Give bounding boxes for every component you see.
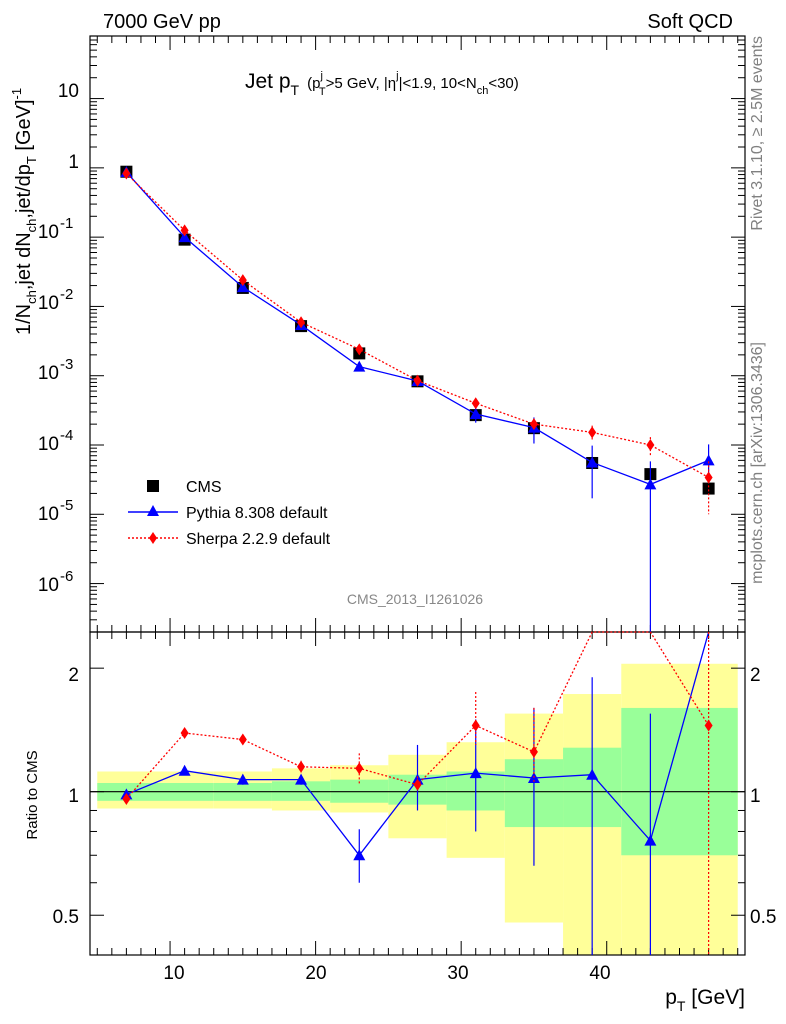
pythia-ratio-point [178, 764, 191, 776]
sherpa-ratio-point [471, 719, 480, 732]
y-tick-label: 10 [38, 434, 59, 455]
pythia-ratio-point [353, 849, 366, 861]
sherpa-point [355, 343, 364, 356]
sherpa-point [297, 316, 306, 329]
pythia-ratio-point [469, 767, 482, 779]
sherpa-point [122, 167, 131, 180]
y-tick-exponent: -1 [60, 215, 73, 232]
sherpa-ratio-point [529, 745, 538, 758]
y-tick-exponent: -4 [60, 427, 73, 444]
ratio-tick-label: 1 [68, 786, 79, 807]
sherpa-ratio-point [704, 719, 713, 732]
legend-cms-label: CMS [186, 479, 222, 496]
y-tick-label: 10 [38, 222, 59, 243]
legend-cms-marker [147, 480, 159, 492]
pythia-ratio-point [644, 834, 657, 846]
ratio-y-axis-label: Ratio to CMS [24, 750, 41, 839]
cms-point [702, 482, 715, 495]
pythia-point [236, 281, 249, 293]
y-tick-label: 10 [58, 81, 79, 102]
mcplots-label: mcplots.cern.ch [arXiv:1306.3436] [749, 342, 766, 584]
sherpa-ratio-point [297, 760, 306, 773]
pythia-ratio-point [236, 773, 249, 785]
y-tick-label: 10 [38, 293, 59, 314]
x-axis-label: pT [GeV] [665, 986, 745, 1014]
y-tick-exponent: -2 [60, 286, 73, 303]
pythia-ratio-point [295, 773, 308, 785]
ratio-band-inner [271, 781, 331, 801]
chart-marks [89, 35, 746, 956]
sherpa-point [646, 438, 655, 451]
pythia-ratio-point [586, 768, 599, 780]
pythia-point [702, 454, 715, 466]
plot-title: Jet pT (pj T>5 GeV, |ηj|<1.9, 10<Nch<30) [245, 70, 519, 98]
main-y-tick-labels: 10 1 10 -1 10 -2 10 -3 10 -4 10 -5 10 -6 [38, 81, 79, 596]
sherpa-point [704, 471, 713, 484]
analysis-id: CMS_2013_I1261026 [347, 591, 483, 607]
y-tick-label: 10 [38, 575, 59, 596]
sherpa-point [238, 274, 247, 287]
pythia-point [586, 456, 599, 468]
y-tick-exponent: -6 [60, 568, 73, 585]
y-tick-label: 10 [38, 504, 59, 525]
sherpa-ratio-point [355, 762, 364, 775]
legend-pythia-marker [147, 505, 159, 516]
pythia-point [178, 231, 191, 243]
y-tick-label: 10 [38, 363, 59, 384]
sherpa-ratio-point [413, 778, 422, 791]
ratio-tick-label-right: 2 [750, 665, 761, 686]
sherpa-point [471, 397, 480, 410]
sherpa-ratio-point [238, 733, 247, 746]
rivet-label: Rivet 3.1.10, ≥ 2.5M events [749, 36, 766, 231]
sherpa-ratio-point [122, 792, 131, 805]
legend-sherpa-marker [149, 532, 157, 544]
legend-pythia-label: Pythia 8.308 default [186, 505, 328, 522]
ratio-tick-label-right: 1 [750, 786, 761, 807]
legend: CMS Pythia 8.308 default Sherpa 2.2.9 de… [128, 479, 331, 548]
pythia-point [469, 408, 482, 420]
x-tick-label: 40 [589, 963, 610, 984]
x-tick-labels: 10 20 30 40 [163, 963, 610, 984]
ratio-tick-label: 0.5 [53, 907, 79, 928]
ratio-tick-label-right: 0.5 [750, 907, 776, 928]
sherpa-point [413, 374, 422, 387]
sherpa-point [180, 224, 189, 237]
x-tick-label: 20 [305, 963, 326, 984]
legend-sherpa-label: Sherpa 2.2.9 default [186, 531, 331, 548]
pythia-point [644, 478, 657, 490]
header-right: Soft QCD [647, 11, 733, 33]
y-tick-exponent: -3 [60, 356, 73, 373]
pythia-point [353, 360, 366, 372]
x-tick-label: 10 [163, 963, 184, 984]
sherpa-point [588, 426, 597, 439]
pythia-line [125, 171, 709, 486]
sherpa-line [125, 172, 709, 479]
ratio-tick-label: 2 [68, 665, 79, 686]
sherpa-point [529, 418, 538, 431]
x-tick-label: 30 [447, 963, 468, 984]
ratio-y-tick-labels: 0.5 1 2 0.5 1 2 [53, 665, 777, 928]
y-tick-label: 1 [68, 152, 79, 173]
y-tick-exponent: -5 [60, 497, 73, 514]
sherpa-ratio-point [180, 727, 189, 740]
y-axis-label: 1/Nch,jet dNch,jet/dpT [GeV]-1 [9, 88, 39, 335]
header-left: 7000 GeV pp [103, 11, 221, 33]
